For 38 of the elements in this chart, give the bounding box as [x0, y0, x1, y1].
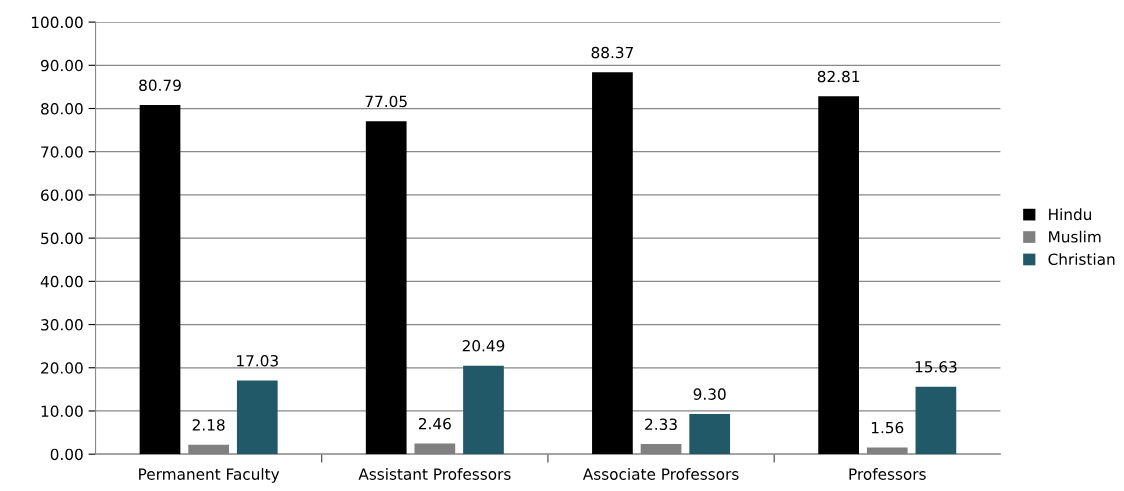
text: 2.33 [645, 418, 677, 431]
text: 9.30 [693, 388, 726, 400]
x-tick-label: Associate Professors [582, 468, 739, 480]
x-tick-label: Assistant Professors [358, 468, 511, 480]
bar [592, 72, 633, 455]
bar [365, 121, 407, 455]
legend-label: Muslim [1049, 230, 1101, 243]
y-tick-label: 10.00 [41, 405, 83, 417]
bar [236, 380, 278, 455]
y-tick-label: 20.00 [41, 362, 83, 374]
bar [139, 105, 181, 455]
text: 82.81 [817, 70, 860, 83]
bar [915, 386, 957, 455]
y-tick-label: 90.00 [40, 59, 83, 72]
y-tick-label: 70.00 [41, 146, 83, 158]
y-tick-label: 50.00 [41, 232, 83, 245]
text: 2.18 [192, 419, 225, 431]
text: 2.46 [418, 417, 451, 430]
x-tick-label: Permanent Faculty [139, 468, 280, 483]
bar [818, 96, 859, 455]
x-tick-label: Professors [849, 468, 926, 480]
bar [463, 365, 504, 455]
y-tick-label: 60.00 [41, 189, 83, 201]
y-tick-label: 40.00 [40, 275, 83, 288]
bar [689, 413, 731, 455]
text: 88.37 [591, 46, 633, 59]
text: 20.49 [462, 340, 505, 352]
text: 1.56 [871, 421, 904, 434]
y-tick-label: 30.00 [41, 319, 83, 331]
y-tick-label: 80.00 [41, 102, 83, 115]
text: 80.79 [139, 79, 181, 92]
legend-label: Hindu [1049, 208, 1092, 221]
legend-label: Christian [1048, 253, 1115, 265]
y-tick-label: 100.00 [31, 16, 83, 29]
y-tick-label: 0.00 [50, 448, 83, 461]
text: 17.03 [237, 354, 278, 367]
text: 77.05 [365, 95, 407, 108]
text: 15.63 [915, 361, 957, 373]
